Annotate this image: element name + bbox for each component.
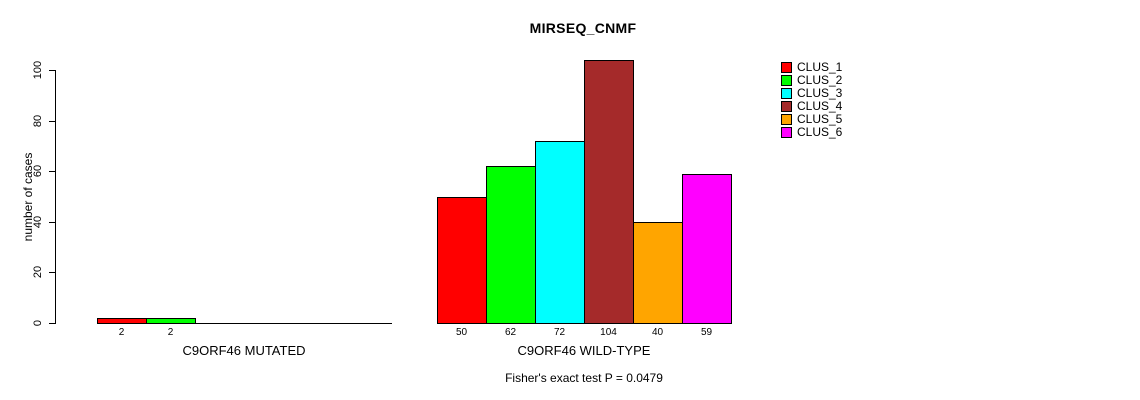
x-axis-baseline bbox=[97, 323, 392, 324]
legend-swatch-clus_3 bbox=[781, 88, 792, 99]
legend-swatch-clus_4 bbox=[781, 101, 792, 112]
y-axis-tick bbox=[49, 323, 55, 324]
y-axis-tick bbox=[49, 171, 55, 172]
group-label: C9ORF46 WILD-TYPE bbox=[517, 343, 651, 358]
bar-clus_2 bbox=[486, 166, 536, 324]
bar-value-label: 59 bbox=[700, 327, 713, 338]
fisher-test-annotation: Fisher's exact test P = 0.0479 bbox=[505, 371, 663, 385]
bar-value-label: 72 bbox=[553, 327, 566, 338]
legend-label: CLUS_2 bbox=[797, 73, 843, 87]
bar-value-label: 50 bbox=[455, 327, 468, 338]
y-axis-line bbox=[55, 70, 56, 324]
legend-label: CLUS_3 bbox=[797, 86, 843, 100]
bar-clus_6 bbox=[682, 174, 732, 324]
bar-clus_2 bbox=[146, 318, 196, 324]
y-axis-tick bbox=[49, 222, 55, 223]
legend-label: CLUS_6 bbox=[797, 125, 843, 139]
bar-value-label: 40 bbox=[651, 327, 664, 338]
legend-swatch-clus_6 bbox=[781, 127, 792, 138]
group-label: C9ORF46 MUTATED bbox=[182, 343, 306, 358]
bar-clus_1 bbox=[97, 318, 147, 324]
legend-swatch-clus_2 bbox=[781, 75, 792, 86]
bar-clus_3 bbox=[535, 141, 585, 324]
y-axis-tick bbox=[49, 121, 55, 122]
legend-label: CLUS_5 bbox=[797, 112, 843, 126]
y-axis-tick bbox=[49, 70, 55, 71]
legend-swatch-clus_5 bbox=[781, 114, 792, 125]
chart-title: MIRSEQ_CNMF bbox=[529, 20, 637, 36]
legend: CLUS_1 CLUS_2 CLUS_3 CLUS_4 CLUS_5 CLUS_6 bbox=[780, 60, 920, 152]
bar-clus_1 bbox=[437, 197, 487, 324]
bar-value-label: 104 bbox=[600, 327, 617, 338]
legend-label: CLUS_4 bbox=[797, 99, 843, 113]
bar-clus_4 bbox=[584, 60, 634, 324]
legend-swatch-clus_1 bbox=[781, 62, 792, 73]
bar-clus_5 bbox=[633, 222, 683, 324]
legend-label: CLUS_1 bbox=[797, 60, 843, 74]
bar-value-label: 2 bbox=[167, 327, 174, 338]
y-axis-tick bbox=[49, 272, 55, 273]
bar-value-label: 62 bbox=[504, 327, 517, 338]
bar-value-label: 2 bbox=[118, 327, 125, 338]
